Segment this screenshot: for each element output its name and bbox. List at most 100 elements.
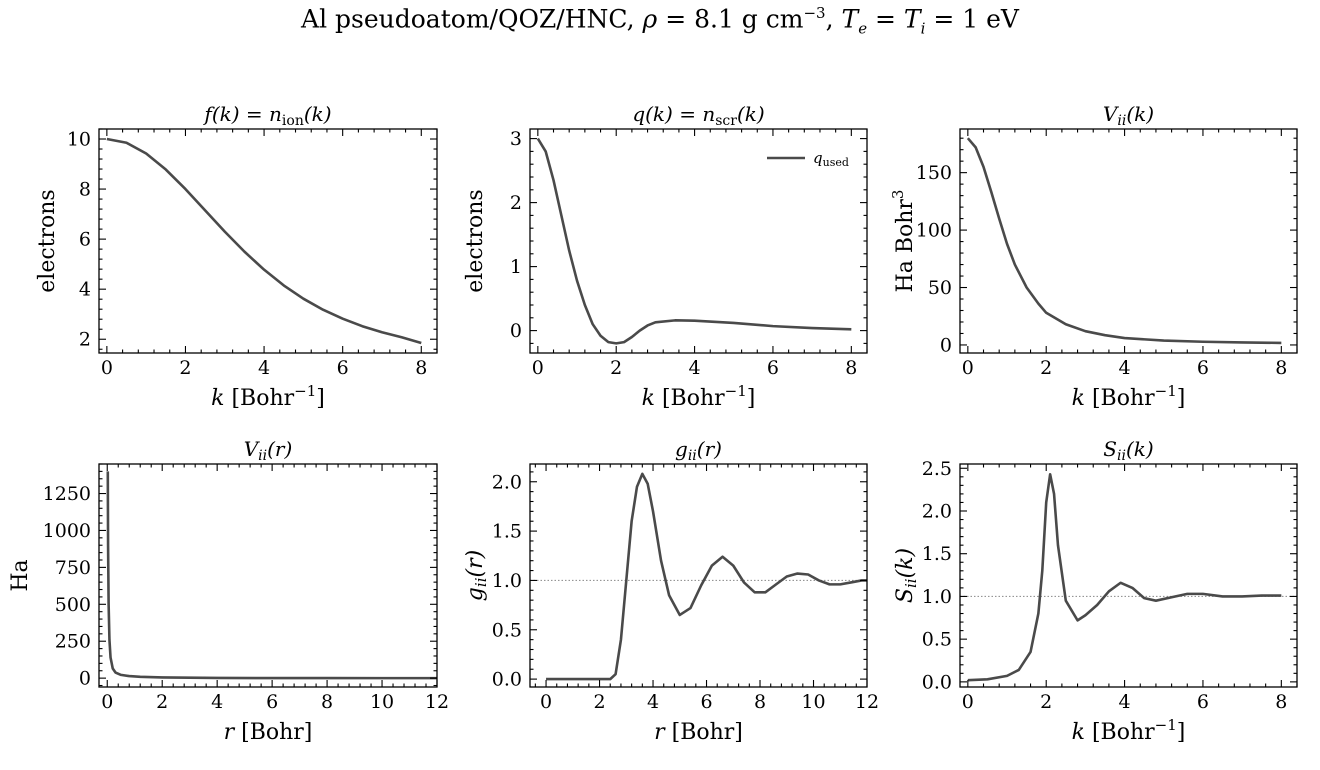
series-line-sk bbox=[967, 472, 1282, 682]
x-tick-label: 12 bbox=[855, 691, 879, 713]
title-equals: = bbox=[867, 4, 904, 34]
panel-vk: 0 2 4 6 8 0 50 100 150 Vii(k) k [Bohr−1] Ha Bohr3 bbox=[889, 102, 1298, 411]
x-tick-label: 6 bbox=[1197, 691, 1209, 713]
x-tick-label: 4 bbox=[647, 691, 659, 713]
plot-frame bbox=[98, 463, 438, 688]
plot-frame bbox=[98, 128, 438, 354]
y-tick-label: 10 bbox=[67, 129, 91, 151]
plot-frame bbox=[959, 463, 1298, 688]
y-tick-label: 150 bbox=[916, 162, 952, 184]
x-axis-label: r [Bohr] bbox=[654, 720, 743, 745]
title-ti-sub: i bbox=[920, 19, 926, 38]
x-tick-label: 8 bbox=[1275, 357, 1287, 379]
y-tick-label: 3 bbox=[510, 128, 522, 150]
x-tick-label: 4 bbox=[211, 691, 223, 713]
panel-title: Vii(r) bbox=[244, 437, 293, 464]
y-axis-label: Sii(k) bbox=[893, 548, 920, 603]
x-axis-label: r [Bohr] bbox=[224, 720, 313, 745]
series-line-nion bbox=[106, 137, 422, 345]
x-tick-label: 2 bbox=[1040, 357, 1052, 379]
panel-title: f(k) = nion(k) bbox=[202, 102, 331, 129]
y-tick-label: 1 bbox=[510, 256, 522, 278]
x-tick-label: 8 bbox=[415, 357, 427, 379]
x-tick-label: 6 bbox=[700, 691, 712, 713]
y-tick-label: 8 bbox=[79, 179, 91, 201]
panel-vr: 0 2 4 6 8 10 12 0 250 500 750 1000 1250 Vii(r) r [Bohr… bbox=[8, 437, 449, 745]
title-main-text: Al pseudoatom/QOZ/HNC, bbox=[301, 4, 643, 34]
legend-label: qused bbox=[813, 149, 849, 169]
y-tick-label: 1.0 bbox=[492, 570, 522, 592]
x-tick-label: 0 bbox=[101, 357, 113, 379]
y-tick-label: 100 bbox=[916, 220, 952, 242]
y-tick-label: 1.5 bbox=[922, 543, 952, 565]
title-tail: = 1 eV bbox=[925, 4, 1019, 34]
x-tick-label: 4 bbox=[258, 357, 270, 379]
x-tick-label: 4 bbox=[1119, 691, 1131, 713]
y-tick-label: 4 bbox=[79, 279, 91, 301]
x-tick-label: 0 bbox=[101, 691, 113, 713]
panel-title: Sii(k) bbox=[1103, 437, 1153, 464]
y-axis-label: electrons bbox=[463, 189, 488, 292]
panel-title: Vii(k) bbox=[1103, 102, 1154, 129]
y-tick-label: 0.5 bbox=[492, 619, 522, 641]
y-tick-label: 1.0 bbox=[922, 586, 952, 608]
title-te-sub: e bbox=[858, 19, 868, 38]
y-axis-label: Ha Bohr3 bbox=[889, 190, 918, 293]
panel-gr: 0 2 4 6 8 10 12 0.0 0.5 1.0 1.5 2.0 gii(r) r [Bohr] gi… bbox=[463, 437, 879, 745]
y-axis-label: Ha bbox=[8, 559, 33, 591]
series-line-vk bbox=[966, 137, 1282, 345]
y-tick-label: 500 bbox=[55, 594, 91, 616]
x-tick-label: 6 bbox=[1197, 357, 1209, 379]
x-axis-label: k [Bohr−1] bbox=[1072, 382, 1186, 411]
y-tick-label: 750 bbox=[55, 557, 91, 579]
x-tick-label: 10 bbox=[801, 691, 825, 713]
series-line-vr bbox=[106, 471, 437, 680]
x-tick-label: 0 bbox=[540, 691, 552, 713]
y-tick-label: 0.0 bbox=[922, 671, 952, 693]
y-tick-label: 2.0 bbox=[492, 471, 522, 493]
figure-title: Al pseudoatom/QOZ/HNC, ρ = 8.1 g cm−3, T… bbox=[0, 4, 1320, 37]
y-tick-label: 0 bbox=[510, 320, 522, 342]
y-tick-label: 2.0 bbox=[922, 500, 952, 522]
title-rho: ρ bbox=[642, 4, 658, 34]
plot-frame bbox=[959, 128, 1298, 354]
x-tick-label: 8 bbox=[321, 691, 333, 713]
series-line-nscr bbox=[536, 137, 852, 345]
x-tick-label: 6 bbox=[337, 357, 349, 379]
plot-frame bbox=[529, 463, 868, 688]
x-tick-label: 2 bbox=[610, 357, 622, 379]
x-axis-label: k [Bohr−1] bbox=[642, 382, 756, 411]
y-tick-label: 0.5 bbox=[922, 629, 952, 651]
x-tick-label: 2 bbox=[593, 691, 605, 713]
y-tick-label: 6 bbox=[79, 229, 91, 251]
y-tick-label: 0.0 bbox=[492, 669, 522, 691]
title-ti: T bbox=[903, 4, 921, 34]
panel-title: q(k) = nscr(k) bbox=[632, 102, 764, 129]
x-tick-label: 2 bbox=[179, 357, 191, 379]
x-axis-label: k [Bohr−1] bbox=[211, 382, 325, 411]
y-tick-label: 50 bbox=[928, 277, 952, 299]
x-tick-label: 2 bbox=[1040, 691, 1052, 713]
title-rho-exponent: −3 bbox=[803, 4, 826, 22]
title-te: T bbox=[841, 4, 859, 34]
y-tick-label: 1.5 bbox=[492, 521, 522, 543]
x-tick-label: 8 bbox=[754, 691, 766, 713]
x-tick-label: 10 bbox=[370, 691, 394, 713]
y-tick-label: 250 bbox=[55, 631, 91, 653]
y-tick-label: 2.5 bbox=[922, 458, 952, 480]
y-axis-label: gii(r) bbox=[463, 550, 490, 601]
x-tick-label: 12 bbox=[425, 691, 449, 713]
x-tick-label: 6 bbox=[266, 691, 278, 713]
x-tick-label: 0 bbox=[532, 357, 544, 379]
x-tick-label: 6 bbox=[767, 357, 779, 379]
y-tick-label: 0 bbox=[79, 668, 91, 690]
x-tick-label: 0 bbox=[962, 691, 974, 713]
y-tick-label: 1250 bbox=[43, 483, 91, 505]
x-tick-label: 8 bbox=[845, 357, 857, 379]
x-tick-label: 4 bbox=[689, 357, 701, 379]
x-tick-label: 4 bbox=[1119, 357, 1131, 379]
y-tick-label: 2 bbox=[510, 192, 522, 214]
panel-nscr: 0 2 4 6 8 0 1 2 3 q(k) = nscr(k) k [Bohr−1] electro… bbox=[463, 102, 868, 411]
